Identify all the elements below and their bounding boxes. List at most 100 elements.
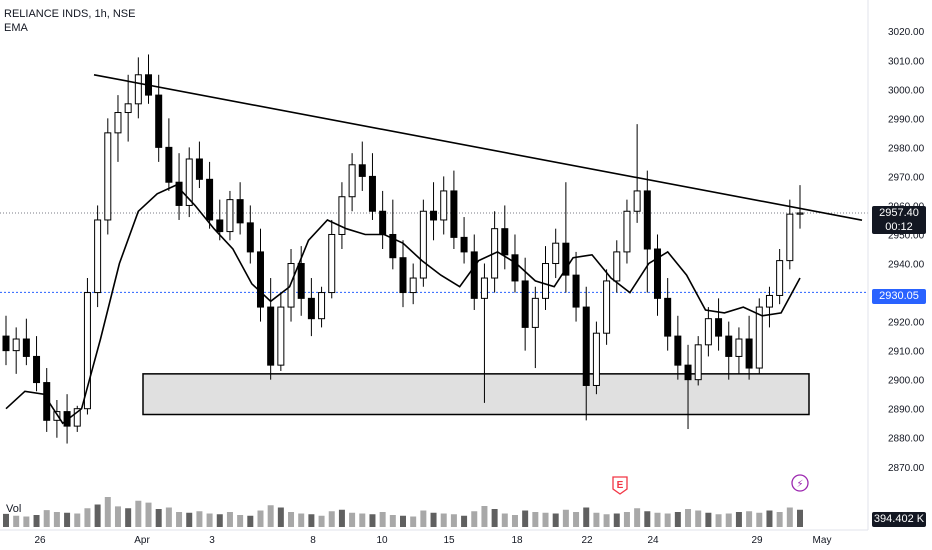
volume-bar [145,502,152,527]
volume-bar [674,512,681,527]
trendline[interactable] [93,73,863,221]
volume-bar [410,516,417,527]
candle-body [368,175,376,212]
candle-body [653,248,661,299]
price-tick: 2970.00 [888,172,925,183]
volume-bar [430,512,437,527]
candles [2,54,804,444]
candle-body [277,306,285,366]
candle-body [511,254,519,282]
volume-bar [43,510,50,527]
volume-bar [369,514,376,527]
price-tick: 2910.00 [888,347,925,358]
candle-body [735,338,743,357]
indicator-legend[interactable]: EMA [4,22,28,34]
time-tick: Apr [134,535,150,546]
volume-bar [664,513,671,527]
volume-bar [420,510,427,527]
volume-bar [725,513,732,527]
volume-bar [746,511,753,527]
volume-bar [206,513,213,527]
volume-bar [623,512,630,527]
candle-body [552,242,560,265]
candle-body [399,257,407,294]
volume-bar [461,515,468,527]
dividend-label: ⚡ [796,479,803,490]
candle-body [104,132,112,221]
volume-bar [776,512,783,527]
candle-body [745,338,753,369]
time-tick: 10 [376,535,388,546]
candle-body [94,219,102,294]
volume-bar [94,504,101,527]
candle-body [430,210,438,221]
price-axis[interactable]: 3020.00 3010.00 3000.00 2990.00 2980.00 2970.… [888,27,925,474]
earnings-marker[interactable]: E [612,476,628,495]
earnings-label: E [617,480,624,491]
volume-bar [247,515,254,527]
volume-bar [176,512,183,527]
volume-bar [501,513,508,527]
candle-body [175,181,183,206]
candle-body [572,274,580,308]
price-tick: 2900.00 [888,376,925,387]
candle-body [531,297,539,328]
candle-body [603,280,611,334]
volume-bar [593,512,600,527]
time-axis[interactable]: 26 Apr 3 8 10 15 18 22 24 29 May [34,535,831,546]
candle-body [684,364,692,381]
candle-body [297,263,305,299]
candle-body [43,382,51,421]
volume-bar [237,515,244,527]
volume-bar [654,512,661,527]
volume-bar [216,514,223,527]
price-tick: 2980.00 [888,143,925,154]
candle-body [318,292,326,320]
candle-body [195,158,203,180]
volume-bar [644,511,651,527]
volume-bar [349,512,356,527]
candle-body [226,199,234,233]
volume-bar [542,512,549,527]
dividend-marker[interactable]: ⚡ [791,474,809,492]
volume-bar [685,509,692,527]
candle-body [694,344,702,381]
volume-bar [797,509,803,527]
dividend-icon [791,474,809,492]
candle-body [582,306,590,386]
volume-bar [165,507,172,527]
volume-bar [267,505,274,527]
candle-body [73,408,81,427]
volume-bar [298,513,305,527]
volume-bar [53,512,60,527]
volume-bar [735,512,742,527]
candle-body [379,210,387,235]
candle-body [328,233,336,294]
volume-bar [695,510,702,527]
candle-body [715,318,723,337]
volume-bar [573,512,580,527]
volume-bar [491,509,498,527]
volume-bar [84,508,91,527]
volume-bar [715,514,722,527]
candle-body [623,210,631,253]
candle-body [206,178,214,221]
time-tick: 18 [511,535,523,546]
volume-bar [308,514,315,527]
symbol-title[interactable]: RELIANCE INDS, 1h, NSE [4,8,136,20]
last-price-value: 2957.40 [879,207,919,219]
candle-body [236,199,244,224]
candle-body [338,196,346,235]
price-tick: 3010.00 [888,56,925,67]
price-tick: 2940.00 [888,260,925,271]
time-tick: 29 [751,535,763,546]
candle-body [521,280,529,328]
volume-bar [481,506,488,527]
volume-bar [613,513,620,527]
volume-bar [766,510,773,527]
volume-label: Vol [6,503,21,515]
candle-body [256,251,264,308]
volume-bar [277,507,284,527]
volume-bar [186,512,193,527]
